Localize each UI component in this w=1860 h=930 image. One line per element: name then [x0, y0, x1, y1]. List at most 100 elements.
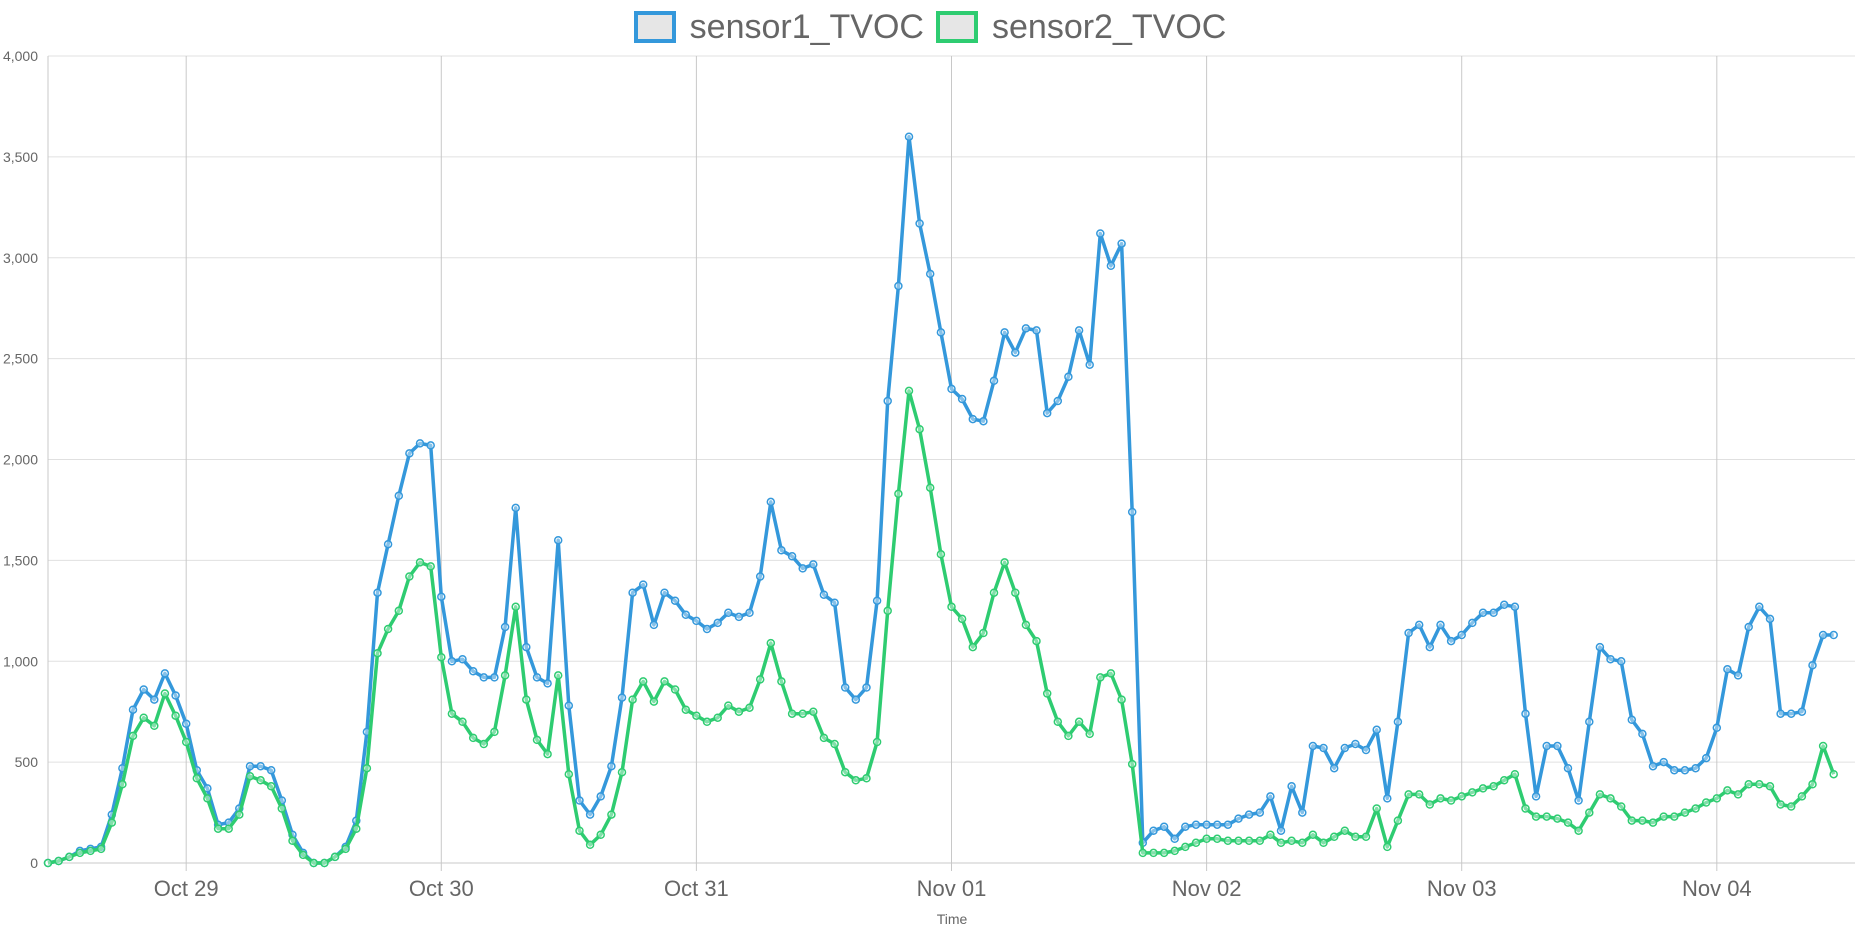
data-point [617, 693, 627, 702]
data-point [1011, 588, 1020, 597]
data-point [1096, 229, 1105, 238]
data-point [862, 683, 871, 692]
data-point [894, 281, 903, 291]
data-point [1202, 820, 1211, 829]
data-point [1032, 636, 1041, 646]
data-point [1468, 618, 1477, 628]
data-point [1276, 838, 1286, 848]
data-point [755, 572, 765, 581]
data-point [490, 673, 499, 682]
data-point [458, 717, 467, 727]
data-point [1436, 794, 1445, 803]
data-point [617, 767, 627, 777]
data-point [171, 711, 180, 720]
data-point [1553, 814, 1562, 823]
data-point [437, 592, 446, 601]
data-point [777, 546, 786, 555]
data-point [1829, 769, 1838, 779]
data-point [500, 671, 510, 680]
data-point [532, 673, 542, 682]
data-point [1159, 848, 1169, 858]
data-point [1478, 784, 1488, 793]
data-point [1659, 757, 1668, 767]
data-point [1776, 800, 1785, 809]
data-point [1223, 820, 1233, 829]
data-point [1616, 802, 1626, 811]
legend-swatch-sensor1 [633, 11, 676, 43]
data-point [1383, 842, 1392, 852]
data-point [692, 711, 701, 720]
data-point [1797, 792, 1807, 801]
data-point [330, 852, 340, 862]
data-point [862, 774, 871, 783]
legend-item-sensor2[interactable]: sensor2_TVOC [936, 8, 1226, 47]
data-point [383, 539, 393, 549]
data-point [851, 695, 861, 704]
data-point [724, 701, 733, 710]
data-point [1510, 769, 1520, 779]
data-point [553, 671, 563, 680]
data-point [1776, 709, 1785, 718]
data-point [777, 677, 786, 686]
data-point [1744, 622, 1753, 632]
data-point [458, 654, 467, 664]
chart-legend: sensor1_TVOC sensor2_TVOC [0, 0, 1860, 54]
data-point [883, 396, 892, 406]
axes: 0 500 1,000 1,500 2,000 2,500 3,000 3,500 4,000 O… [3, 48, 1855, 901]
data-point [681, 705, 691, 714]
series-2 [43, 386, 1838, 868]
data-point [692, 616, 701, 626]
data-point [128, 705, 138, 714]
data-point [724, 608, 733, 618]
data-point [1372, 725, 1381, 735]
data-point [415, 558, 425, 567]
data-point [840, 683, 850, 692]
data-point [1818, 630, 1828, 640]
data-point [1383, 794, 1392, 803]
data-point [1361, 745, 1371, 755]
data-point [1701, 798, 1711, 807]
data-point [1170, 846, 1179, 856]
data-point [607, 761, 616, 771]
data-point [96, 844, 106, 854]
data-point [638, 677, 648, 686]
data-point [1425, 642, 1435, 652]
data-point [787, 552, 797, 561]
data-point [160, 689, 170, 698]
data-point [1202, 834, 1211, 844]
data-point [1064, 372, 1073, 382]
data-point [670, 596, 680, 605]
data-point [1616, 657, 1626, 666]
data-point [543, 679, 552, 688]
data-point [979, 628, 988, 638]
data-point [872, 737, 882, 747]
data-point [1404, 628, 1413, 638]
data-point [1489, 608, 1498, 618]
data-point [947, 602, 956, 612]
data-point [1786, 802, 1796, 811]
data-point [1149, 826, 1158, 835]
data-point [362, 763, 372, 773]
data-point [1298, 808, 1307, 817]
data-point [947, 384, 956, 394]
data-point [1287, 782, 1296, 791]
data-point [1149, 848, 1158, 858]
data-point [426, 441, 435, 450]
legend-item-sensor1[interactable]: sensor1_TVOC [633, 8, 924, 47]
data-point [1159, 822, 1169, 831]
data-point [1733, 790, 1743, 799]
data-point [957, 394, 967, 404]
data-point [1446, 796, 1456, 805]
data-point [1627, 816, 1637, 825]
data-point [213, 824, 223, 833]
data-point [1659, 812, 1668, 821]
data-point [915, 219, 924, 228]
data-point [1691, 763, 1700, 773]
data-point [681, 610, 691, 620]
data-point [1170, 834, 1179, 844]
data-point [235, 810, 244, 819]
data-point [1053, 396, 1063, 406]
data-point [1638, 729, 1647, 739]
data-point [43, 858, 53, 868]
